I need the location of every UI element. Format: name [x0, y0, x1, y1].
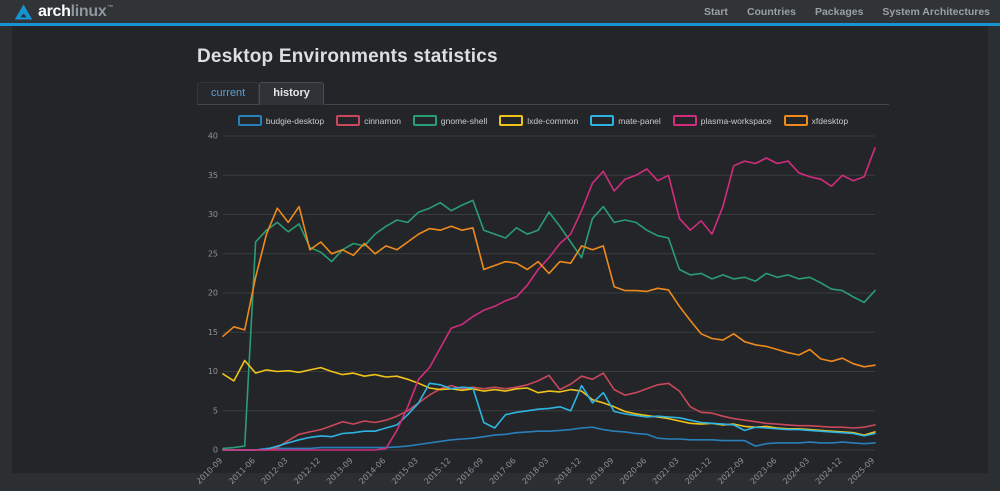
series-line-xfdesktop [222, 205, 876, 368]
x-tick-label: 2021-12 [683, 456, 713, 486]
y-tick-label: 30 [208, 210, 218, 219]
nav-item-packages[interactable]: Packages [814, 5, 864, 18]
chart-legend: budgie-desktop cinnamon gnome-shell lxde-co… [197, 115, 889, 126]
legend-swatch-icon [237, 115, 262, 126]
series-line-mate-panel [222, 382, 876, 451]
y-tick-label: 10 [208, 367, 218, 376]
x-tick-label: 2014-06 [357, 456, 387, 486]
x-tick-label: 2013-09 [325, 456, 355, 486]
legend-item-label: plasma-workspace [700, 115, 772, 126]
legend-item-label: cinnamon [364, 115, 401, 126]
y-tick-label: 40 [208, 132, 218, 141]
x-tick-label: 2024-03 [781, 456, 811, 486]
tab-history[interactable]: history [259, 82, 324, 105]
x-tick-label: 2025-09 [846, 456, 876, 486]
archlinux-logo[interactable]: archlinux™ [14, 2, 114, 20]
y-tick-label: 20 [208, 289, 218, 298]
series-line-gnome-shell [222, 199, 876, 450]
x-tick-label: 2015-12 [423, 456, 453, 486]
y-tick-label: 5 [213, 406, 218, 415]
legend-item-cinnamon[interactable]: cinnamon [336, 115, 401, 126]
legend-swatch-icon [499, 115, 524, 126]
x-tick-label: 2010-09 [197, 456, 224, 486]
legend-swatch-icon [783, 115, 808, 126]
y-tick-label: 35 [208, 171, 218, 180]
x-tick-label: 2018-12 [553, 456, 583, 486]
legend-item-lxde-common[interactable]: lxde-common [499, 115, 578, 126]
history-chart[interactable]: 0 5 10 15 20 25 30 35 40 2010-09 2011-06 2012-03 201… [194, 130, 897, 491]
x-tick-label: 2018-03 [520, 456, 550, 486]
brand-text: archlinux™ [38, 2, 114, 20]
y-tick-label: 0 [213, 446, 218, 455]
x-tick-label: 2017-06 [488, 456, 518, 486]
content-panel: Desktop Environments statistics current … [12, 26, 988, 486]
x-tick-label: 2016-09 [455, 456, 485, 486]
series-line-plasma-workspace [222, 146, 876, 451]
legend-item-plasma-workspace[interactable]: plasma-workspace [672, 115, 772, 126]
legend-item-budgie-desktop[interactable]: budgie-desktop [237, 115, 325, 126]
y-tick-label: 15 [208, 328, 218, 337]
main-nav: Start Countries Packages System Architec… [704, 6, 990, 18]
legend-item-xfdesktop[interactable]: xfdesktop [783, 115, 849, 126]
x-tick-label: 2021-03 [651, 456, 681, 486]
legend-item-label: gnome-shell [440, 115, 488, 126]
top-nav-bar: archlinux™ Start Countries Packages Syst… [0, 0, 1000, 26]
y-tick-label: 25 [208, 249, 218, 258]
legend-item-label: lxde-common [527, 115, 579, 126]
series-line-budgie-desktop [222, 426, 876, 451]
legend-item-label: xfdesktop [811, 115, 849, 126]
nav-item-countries[interactable]: Countries [746, 5, 796, 18]
legend-item-label: budgie-desktop [265, 115, 325, 126]
page-title: Desktop Environments statistics [197, 46, 498, 67]
x-tick-label: 2022-09 [716, 456, 746, 486]
legend-swatch-icon [590, 115, 615, 126]
series-line-lxde-common [222, 359, 876, 436]
x-tick-label: 2023-06 [749, 456, 779, 486]
legend-item-label: mate-panel [618, 115, 661, 126]
x-tick-label: 2019-09 [586, 456, 616, 486]
nav-item-start[interactable]: Start [704, 5, 728, 18]
nav-item-system-architectures[interactable]: System Architectures [882, 5, 990, 18]
x-tick-label: 2020-06 [618, 456, 648, 486]
series-line-cinnamon [222, 372, 876, 451]
x-tick-label: 2011-06 [227, 456, 257, 486]
legend-swatch-icon [336, 115, 361, 126]
x-tick-label: 2012-03 [260, 456, 290, 486]
tab-bar: current history [197, 82, 889, 105]
legend-swatch-icon [672, 115, 697, 126]
legend-swatch-icon [412, 115, 437, 126]
tab-current[interactable]: current [197, 82, 260, 104]
x-tick-label: 2015-03 [390, 456, 420, 486]
x-tick-label: 2012-12 [292, 456, 322, 486]
archlinux-triangle-icon [14, 3, 33, 20]
x-tick-label: 2024-12 [814, 456, 844, 486]
legend-item-gnome-shell[interactable]: gnome-shell [412, 115, 488, 126]
legend-item-mate-panel[interactable]: mate-panel [590, 115, 661, 126]
